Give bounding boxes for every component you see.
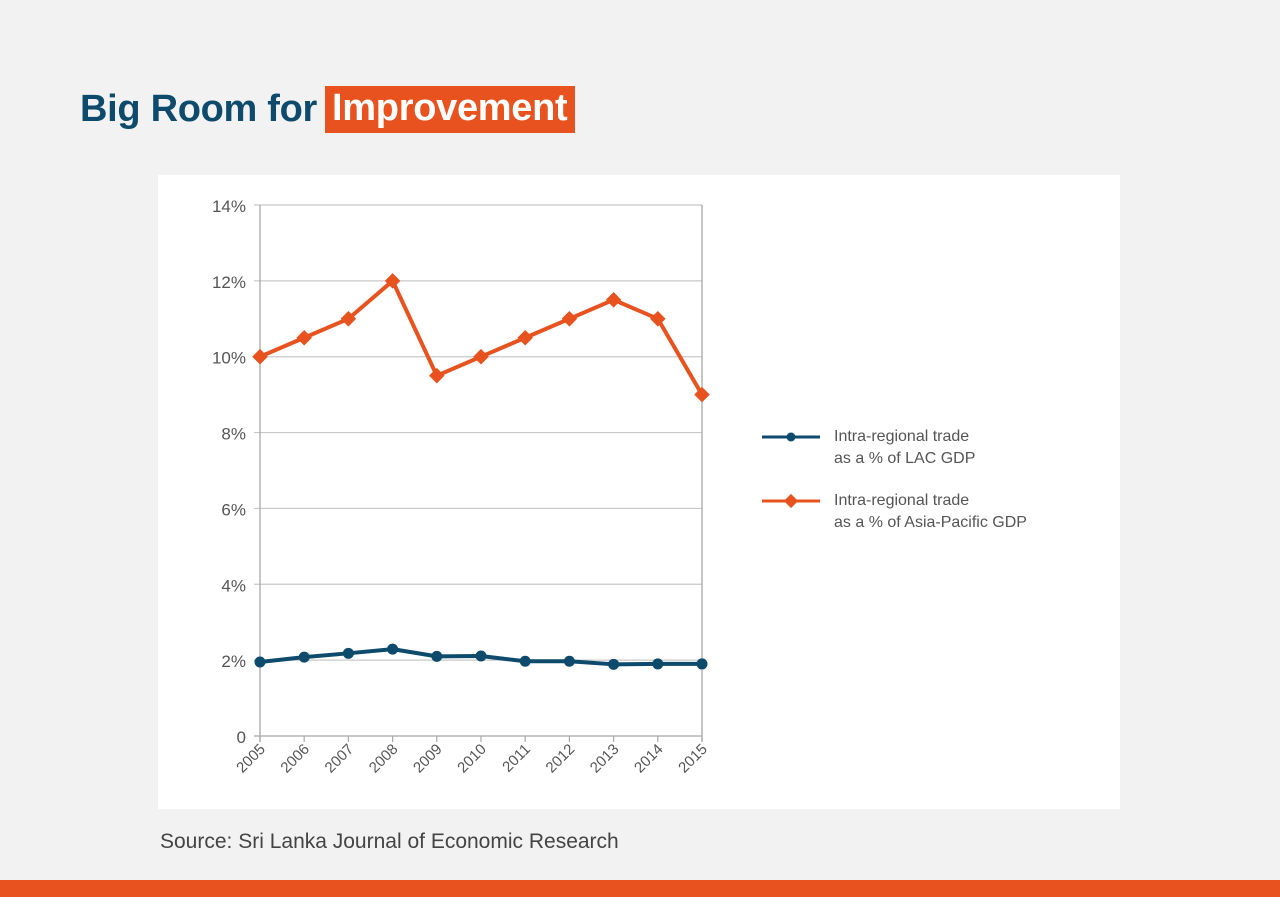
data-point-lac <box>254 656 266 668</box>
x-tick-label: 2010 <box>454 741 490 777</box>
x-tick-label: 2008 <box>366 741 402 777</box>
legend-item-asia-pacific: Intra-regional trade as a % of Asia-Paci… <box>762 490 1027 534</box>
x-tick-label: 2009 <box>410 741 446 777</box>
x-tick-label: 2006 <box>277 741 313 777</box>
legend-label-asia-pacific-line2: as a % of Asia-Pacific GDP <box>834 514 1027 531</box>
legend-label-lac-line1: Intra-regional trade <box>834 428 970 445</box>
data-point-lac <box>298 651 310 663</box>
x-tick-label: 2011 <box>499 741 534 776</box>
line-chart: 02%4%6%8%10%12%14%2005 2006 2007 2008 2009 20… <box>212 197 711 777</box>
data-point-lac <box>696 658 708 670</box>
data-point-lac <box>475 650 487 662</box>
chart-panel: 0 2% 4% 6% 8% 10% 12% 14% 2005 2006 2007 2008 2009 20… <box>158 175 1120 809</box>
x-tick-label: 2013 <box>587 741 623 777</box>
data-point-lac <box>342 647 354 659</box>
data-point-asia-pacific <box>296 329 312 346</box>
data-point-lac <box>608 658 620 670</box>
data-point-asia-pacific <box>650 311 666 327</box>
legend-item-lac: Intra-regional trade as a % of LAC GDP <box>762 426 1027 470</box>
legend-swatch-asia-pacific <box>762 493 820 509</box>
legend-label-lac-line2: as a % of LAC GDP <box>834 450 976 467</box>
page-title: Big Room for Improvement <box>80 86 576 133</box>
data-point-lac <box>431 650 443 662</box>
data-point-asia-pacific <box>252 348 268 365</box>
data-point-asia-pacific <box>605 292 622 308</box>
legend-label-asia-pacific-line1: Intra-regional trade <box>834 492 970 509</box>
y-tick-label: 8% <box>221 425 246 444</box>
data-point-lac <box>519 655 531 667</box>
y-tick-label: 0 <box>237 728 246 747</box>
series-line-asia-pacific <box>259 278 704 396</box>
data-point-asia-pacific <box>517 329 533 346</box>
x-tick-label: 2007 <box>322 741 358 777</box>
x-tick-label: 2015 <box>675 741 711 777</box>
data-point-lac <box>652 658 664 670</box>
data-point-asia-pacific <box>561 311 578 327</box>
title-plain: Big Room for <box>80 88 318 130</box>
data-point-asia-pacific <box>473 348 489 365</box>
y-tick-label: 2% <box>221 652 246 671</box>
title-highlight: Improvement <box>325 86 576 133</box>
data-point-lac <box>387 643 399 655</box>
y-tick-label: 14% <box>212 197 246 216</box>
y-tick-label: 6% <box>221 500 246 519</box>
data-point-lac <box>563 655 575 667</box>
y-tick-label: 10% <box>212 349 246 368</box>
legend-swatch-lac <box>762 432 820 442</box>
data-point-asia-pacific <box>429 367 445 384</box>
data-point-asia-pacific <box>340 311 357 327</box>
x-tick-label: 2012 <box>543 741 579 777</box>
source-caption: Source: Sri Lanka Journal of Economic Re… <box>160 830 619 853</box>
footer-accent-bar <box>0 880 1280 897</box>
y-tick-label: 4% <box>221 576 246 595</box>
chart-legend: Intra-regional trade as a % of LAC GDP I… <box>762 426 1027 554</box>
x-tick-label: 2014 <box>631 741 667 777</box>
y-tick-label: 12% <box>212 273 246 292</box>
